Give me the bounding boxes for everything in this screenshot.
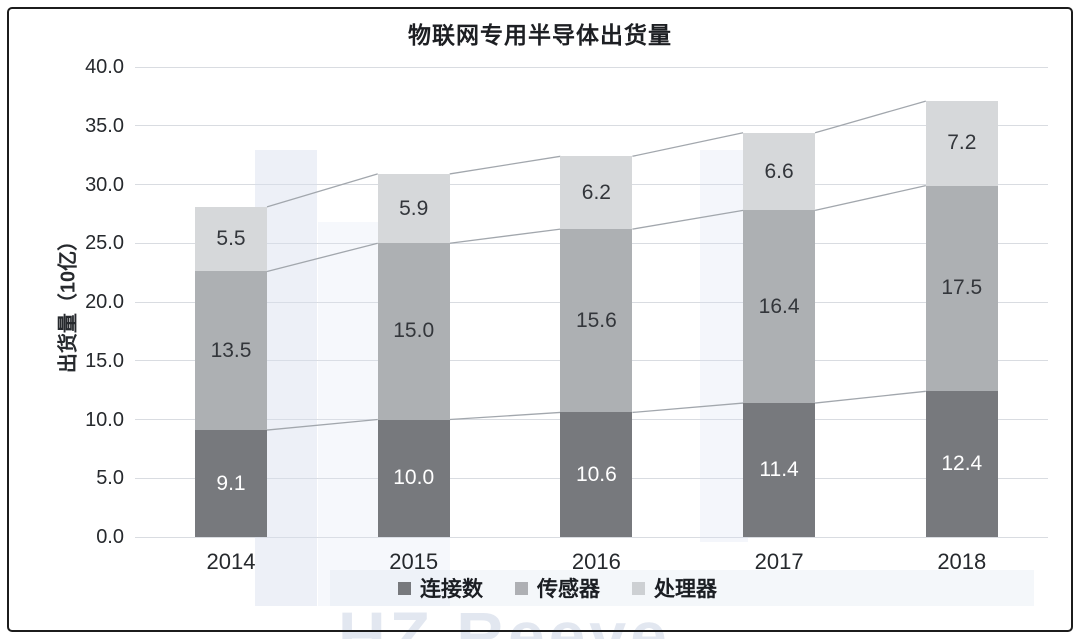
- gridline: [135, 125, 1048, 127]
- bar-value-label: 7.2: [947, 131, 977, 155]
- bar-value-label: 6.2: [581, 180, 611, 204]
- series-connector-line: [632, 402, 744, 414]
- bar-segment-传感器-2017: [743, 210, 816, 404]
- legend-swatch-icon: [515, 581, 528, 595]
- series-connector-line: [814, 100, 926, 134]
- series-connector-line: [266, 173, 378, 208]
- bar-value-label: 15.6: [575, 308, 617, 332]
- bar-value-label: 17.5: [941, 276, 983, 300]
- bar-value-label: 5.5: [216, 227, 246, 251]
- bar-value-label: 15.0: [393, 319, 435, 343]
- y-tick-label: 15.0: [85, 349, 124, 372]
- bar-value-label: 5.9: [399, 196, 429, 220]
- bar-segment-连接数-2017: [743, 403, 816, 537]
- gridline: [135, 536, 1048, 538]
- y-tick-label: 0.0: [96, 526, 124, 548]
- bar-segment-传感器-2014: [195, 271, 267, 431]
- series-connector-line: [449, 411, 561, 421]
- legend-label: 处理器: [654, 578, 717, 601]
- chart-legend: 连接数 传感器 处理器: [398, 573, 717, 603]
- x-tick-label: 2016: [571, 549, 621, 574]
- series-connector-line: [814, 185, 926, 211]
- bar-value-label: 13.5: [210, 338, 252, 362]
- legend-swatch-icon: [398, 581, 411, 595]
- series-connector-line: [632, 209, 744, 230]
- bar-segment-处理器-2017: [743, 132, 816, 211]
- bar-segment-传感器-2018: [925, 185, 998, 392]
- series-connector-line: [266, 242, 378, 273]
- bar-value-label: 6.6: [764, 159, 794, 183]
- bar-segment-处理器-2018: [925, 101, 998, 186]
- bar-segment-传感器-2016: [560, 229, 633, 413]
- bar-segment-连接数-2018: [925, 391, 998, 537]
- series-connector-line: [266, 418, 378, 431]
- y-tick-label: 25.0: [85, 232, 124, 255]
- legend-item-传感器: 传感器: [515, 573, 600, 603]
- bar-segment-处理器-2014: [195, 206, 267, 272]
- series-connector-line: [815, 390, 926, 404]
- x-tick-label: 2017: [754, 549, 804, 574]
- bar-segment-连接数-2014: [195, 430, 267, 537]
- y-tick-label: 40.0: [85, 56, 124, 78]
- bar-value-label: 12.4: [941, 452, 983, 476]
- x-tick-label: 2018: [937, 549, 987, 574]
- bar-segment-处理器-2016: [560, 156, 633, 230]
- bar-segment-连接数-2015: [377, 419, 450, 537]
- y-tick-label: 10.0: [85, 408, 124, 431]
- legend-swatch-icon: [632, 581, 645, 595]
- bar-segment-传感器-2015: [377, 243, 450, 420]
- series-connector-line: [449, 155, 561, 175]
- legend-item-连接数: 连接数: [398, 573, 483, 603]
- y-tick-label: 35.0: [85, 114, 124, 137]
- bar-value-label: 10.0: [393, 466, 435, 490]
- x-tick-label: 2015: [389, 549, 439, 574]
- bar-value-label: 16.4: [758, 294, 800, 318]
- bar-segment-处理器-2015: [377, 173, 450, 244]
- bar-value-label: 11.4: [759, 458, 799, 482]
- legend-item-处理器: 处理器: [632, 573, 717, 603]
- chart-title: 物联网专用半导体出货量: [408, 22, 672, 48]
- bar-value-label: 9.1: [216, 471, 246, 495]
- series-connector-line: [449, 228, 561, 244]
- x-tick-label: 2014: [206, 549, 256, 574]
- legend-label: 连接数: [420, 578, 483, 601]
- y-tick-label: 5.0: [96, 467, 124, 490]
- bar-value-label: 10.6: [575, 462, 617, 486]
- y-tick-label: 20.0: [85, 291, 124, 313]
- y-tick-label: 30.0: [85, 173, 124, 196]
- series-connector-line: [632, 132, 744, 157]
- gridline: [135, 66, 1048, 68]
- legend-label: 传感器: [537, 578, 600, 601]
- bar-segment-连接数-2016: [560, 412, 633, 537]
